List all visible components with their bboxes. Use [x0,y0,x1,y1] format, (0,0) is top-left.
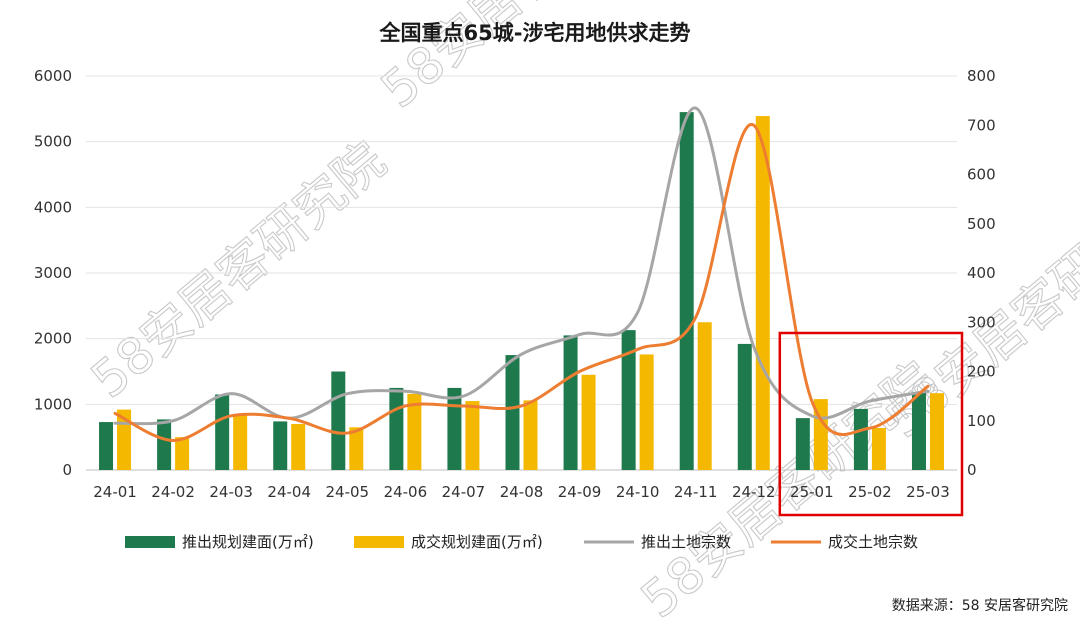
legend-label: 推出土地宗数 [641,533,731,551]
bar [331,371,346,470]
bar [291,424,306,470]
y-axis-left: 0 1000 2000 3000 4000 5000 6000 [34,67,72,479]
watermark-text: 58安居客研究院 [370,0,686,119]
bar [911,392,926,470]
y-left-tick-label: 4000 [34,198,72,216]
x-tick-label: 25-01 [790,483,834,501]
bar [465,401,480,470]
bar [215,394,230,470]
y-axis-right: 0 100 200 300 400 500 600 700 800 [967,67,996,479]
x-tick-label: 25-03 [906,483,950,501]
y-right-tick-label: 600 [967,166,996,184]
highlight-box [778,331,964,517]
x-tick-label: 24-08 [500,483,544,501]
bar [505,355,520,470]
legend-swatch [125,536,175,548]
y-right-tick-label: 700 [967,116,996,134]
y-right-tick-label: 500 [967,215,996,233]
y-right-tick-label: 400 [967,264,996,282]
legend-swatch [354,536,404,548]
bar [233,414,248,470]
bar [795,418,810,470]
y-right-tick-label: 100 [967,412,996,430]
bar [871,427,886,470]
y-left-tick-label: 2000 [34,330,72,348]
bar [737,343,752,470]
chart-title: 全国重点65城-涉宅用地供求走势 [379,21,691,45]
bar [447,387,462,470]
bar [639,354,654,470]
x-tick-label: 24-04 [267,483,311,501]
x-tick-label: 24-12 [732,483,776,501]
x-tick-label: 24-11 [674,483,718,501]
bar [755,116,770,470]
y-left-tick-label: 3000 [34,264,72,282]
gridlines [86,75,957,471]
x-tick-label: 24-06 [384,483,428,501]
bar [407,393,422,470]
bar [853,408,868,470]
y-left-tick-label: 6000 [34,67,72,85]
bar [157,419,172,470]
bar [389,387,404,470]
bar [349,427,364,470]
bar [523,400,538,470]
legend-label: 成交规划建面(万㎡) [411,533,543,551]
x-tick-label: 25-02 [848,483,892,501]
bar [929,393,944,470]
x-tick-label: 24-05 [326,483,370,501]
bar [175,437,190,470]
legend-label: 成交土地宗数 [828,533,918,551]
y-left-tick-label: 5000 [34,133,72,151]
legend-label: 推出规划建面(万㎡) [182,533,314,551]
x-axis: 24-01 24-02 24-03 24-04 24-05 24-06 24-07 24-08… [93,483,950,501]
x-tick-label: 24-10 [616,483,660,501]
bar [273,421,288,470]
x-tick-label: 24-02 [151,483,195,501]
bar [679,112,694,470]
watermark-layer: 58安居客研究院58安居客研究院58安居客研究院58安居客研究院 [80,0,1080,621]
y-left-tick-label: 1000 [34,395,72,413]
y-right-tick-label: 0 [967,461,977,479]
y-right-tick-label: 300 [967,313,996,331]
x-tick-label: 24-03 [209,483,253,501]
source-note: 数据来源：58 安居客研究院 [892,597,1068,614]
bar [563,335,578,470]
x-tick-label: 24-01 [93,483,137,501]
bar [621,330,636,470]
series-line [113,123,930,442]
x-tick-label: 24-09 [558,483,602,501]
x-tick-label: 24-07 [442,483,486,501]
bar [697,322,712,470]
y-left-tick-label: 0 [62,461,72,479]
bar [581,374,596,470]
y-right-tick-label: 200 [967,363,996,381]
watermark-text: 58安居客研究院 [80,131,396,409]
legend: 推出规划建面(万㎡) 成交规划建面(万㎡) 推出土地宗数 成交土地宗数 [125,533,918,551]
y-right-tick-label: 800 [967,67,996,85]
bar [99,422,114,470]
